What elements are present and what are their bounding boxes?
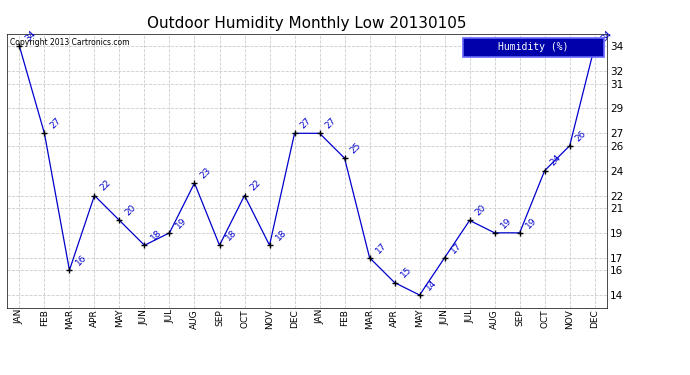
Text: 34: 34 — [599, 29, 613, 44]
Text: 27: 27 — [48, 116, 63, 130]
Text: 27: 27 — [299, 116, 313, 130]
Text: 15: 15 — [399, 266, 413, 280]
Text: 14: 14 — [424, 278, 438, 292]
Title: Outdoor Humidity Monthly Low 20130105: Outdoor Humidity Monthly Low 20130105 — [147, 16, 467, 31]
Text: 17: 17 — [374, 240, 388, 255]
Text: 22: 22 — [99, 178, 113, 193]
Text: 16: 16 — [74, 253, 88, 267]
Text: 18: 18 — [274, 228, 288, 243]
Text: 17: 17 — [448, 240, 463, 255]
Text: 18: 18 — [148, 228, 163, 243]
Text: 20: 20 — [474, 203, 489, 217]
Text: 23: 23 — [199, 166, 213, 180]
Text: 22: 22 — [248, 178, 263, 193]
Text: 19: 19 — [499, 216, 513, 230]
Text: 19: 19 — [174, 216, 188, 230]
Text: 27: 27 — [324, 116, 338, 130]
Text: 25: 25 — [348, 141, 363, 155]
Text: 19: 19 — [524, 216, 538, 230]
Text: 34: 34 — [23, 29, 38, 44]
Text: 20: 20 — [124, 203, 138, 217]
Text: 26: 26 — [574, 129, 589, 143]
Text: Humidity (%): Humidity (%) — [498, 42, 569, 52]
Text: 18: 18 — [224, 228, 238, 243]
Text: Copyright 2013 Cartronics.com: Copyright 2013 Cartronics.com — [10, 38, 130, 47]
FancyBboxPatch shape — [463, 38, 604, 57]
Text: 24: 24 — [549, 153, 563, 168]
